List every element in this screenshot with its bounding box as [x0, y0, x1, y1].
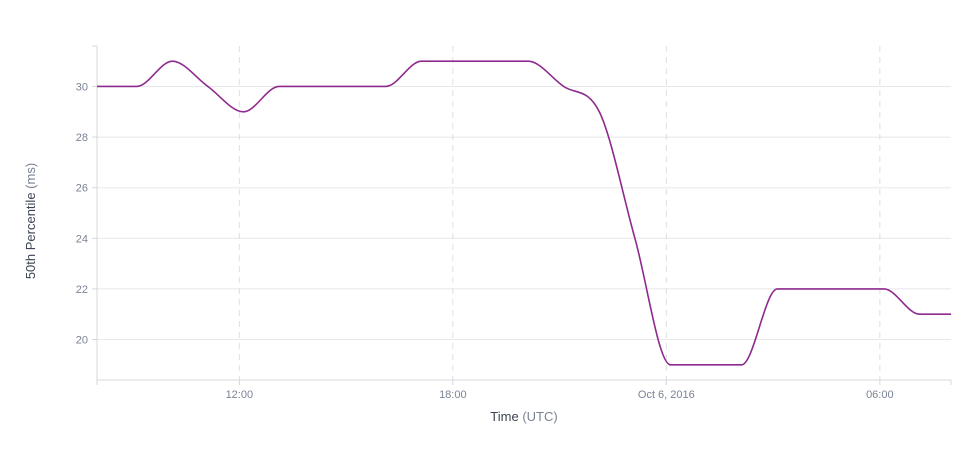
series-line	[96, 60, 951, 366]
horizontal-gridlines	[97, 85, 951, 341]
data-point	[598, 111, 600, 113]
x-tick-label: Oct 6, 2016	[638, 389, 695, 401]
data-point	[776, 288, 778, 290]
data-point	[171, 60, 173, 62]
x-tick-label: 12:00	[226, 389, 254, 401]
vertical-gridlines	[238, 46, 881, 380]
data-point	[278, 85, 280, 87]
data-point	[669, 364, 671, 366]
data-point	[207, 85, 209, 87]
data-point	[740, 364, 742, 366]
data-point	[136, 85, 138, 87]
data-point	[634, 237, 636, 239]
y-tick-label: 22	[76, 284, 88, 296]
data-point	[563, 85, 565, 87]
data-point	[420, 60, 422, 62]
y-tick-label: 30	[76, 81, 88, 93]
x-axis-title: Time (UTC)	[490, 409, 557, 424]
data-point	[385, 85, 387, 87]
data-point	[950, 313, 952, 315]
data-point	[527, 60, 529, 62]
data-point	[883, 288, 885, 290]
y-axis-label: 50th Percentile	[23, 192, 38, 279]
y-axis-unit: (ms)	[23, 163, 38, 189]
x-tick-label: 18:00	[439, 389, 467, 401]
y-tick-label: 28	[76, 132, 88, 144]
x-tick-label: 06:00	[866, 389, 894, 401]
y-tick-label: 26	[76, 183, 88, 195]
y-axis-title: 50th Percentile (ms)	[23, 163, 38, 279]
y-tick-label: 24	[76, 233, 88, 245]
x-axis-ticks: 12:00 18:00 Oct 6, 2016 06:00	[96, 380, 952, 401]
data-point	[242, 111, 244, 113]
data-point	[96, 85, 98, 87]
y-tick-label: 20	[76, 335, 88, 347]
x-axis-unit: (UTC)	[522, 409, 557, 424]
series-layer	[96, 60, 952, 366]
y-axis-ticks: 20 22 24 26 28 30	[76, 45, 97, 347]
x-axis-label: Time	[490, 409, 518, 424]
data-point	[918, 313, 920, 315]
